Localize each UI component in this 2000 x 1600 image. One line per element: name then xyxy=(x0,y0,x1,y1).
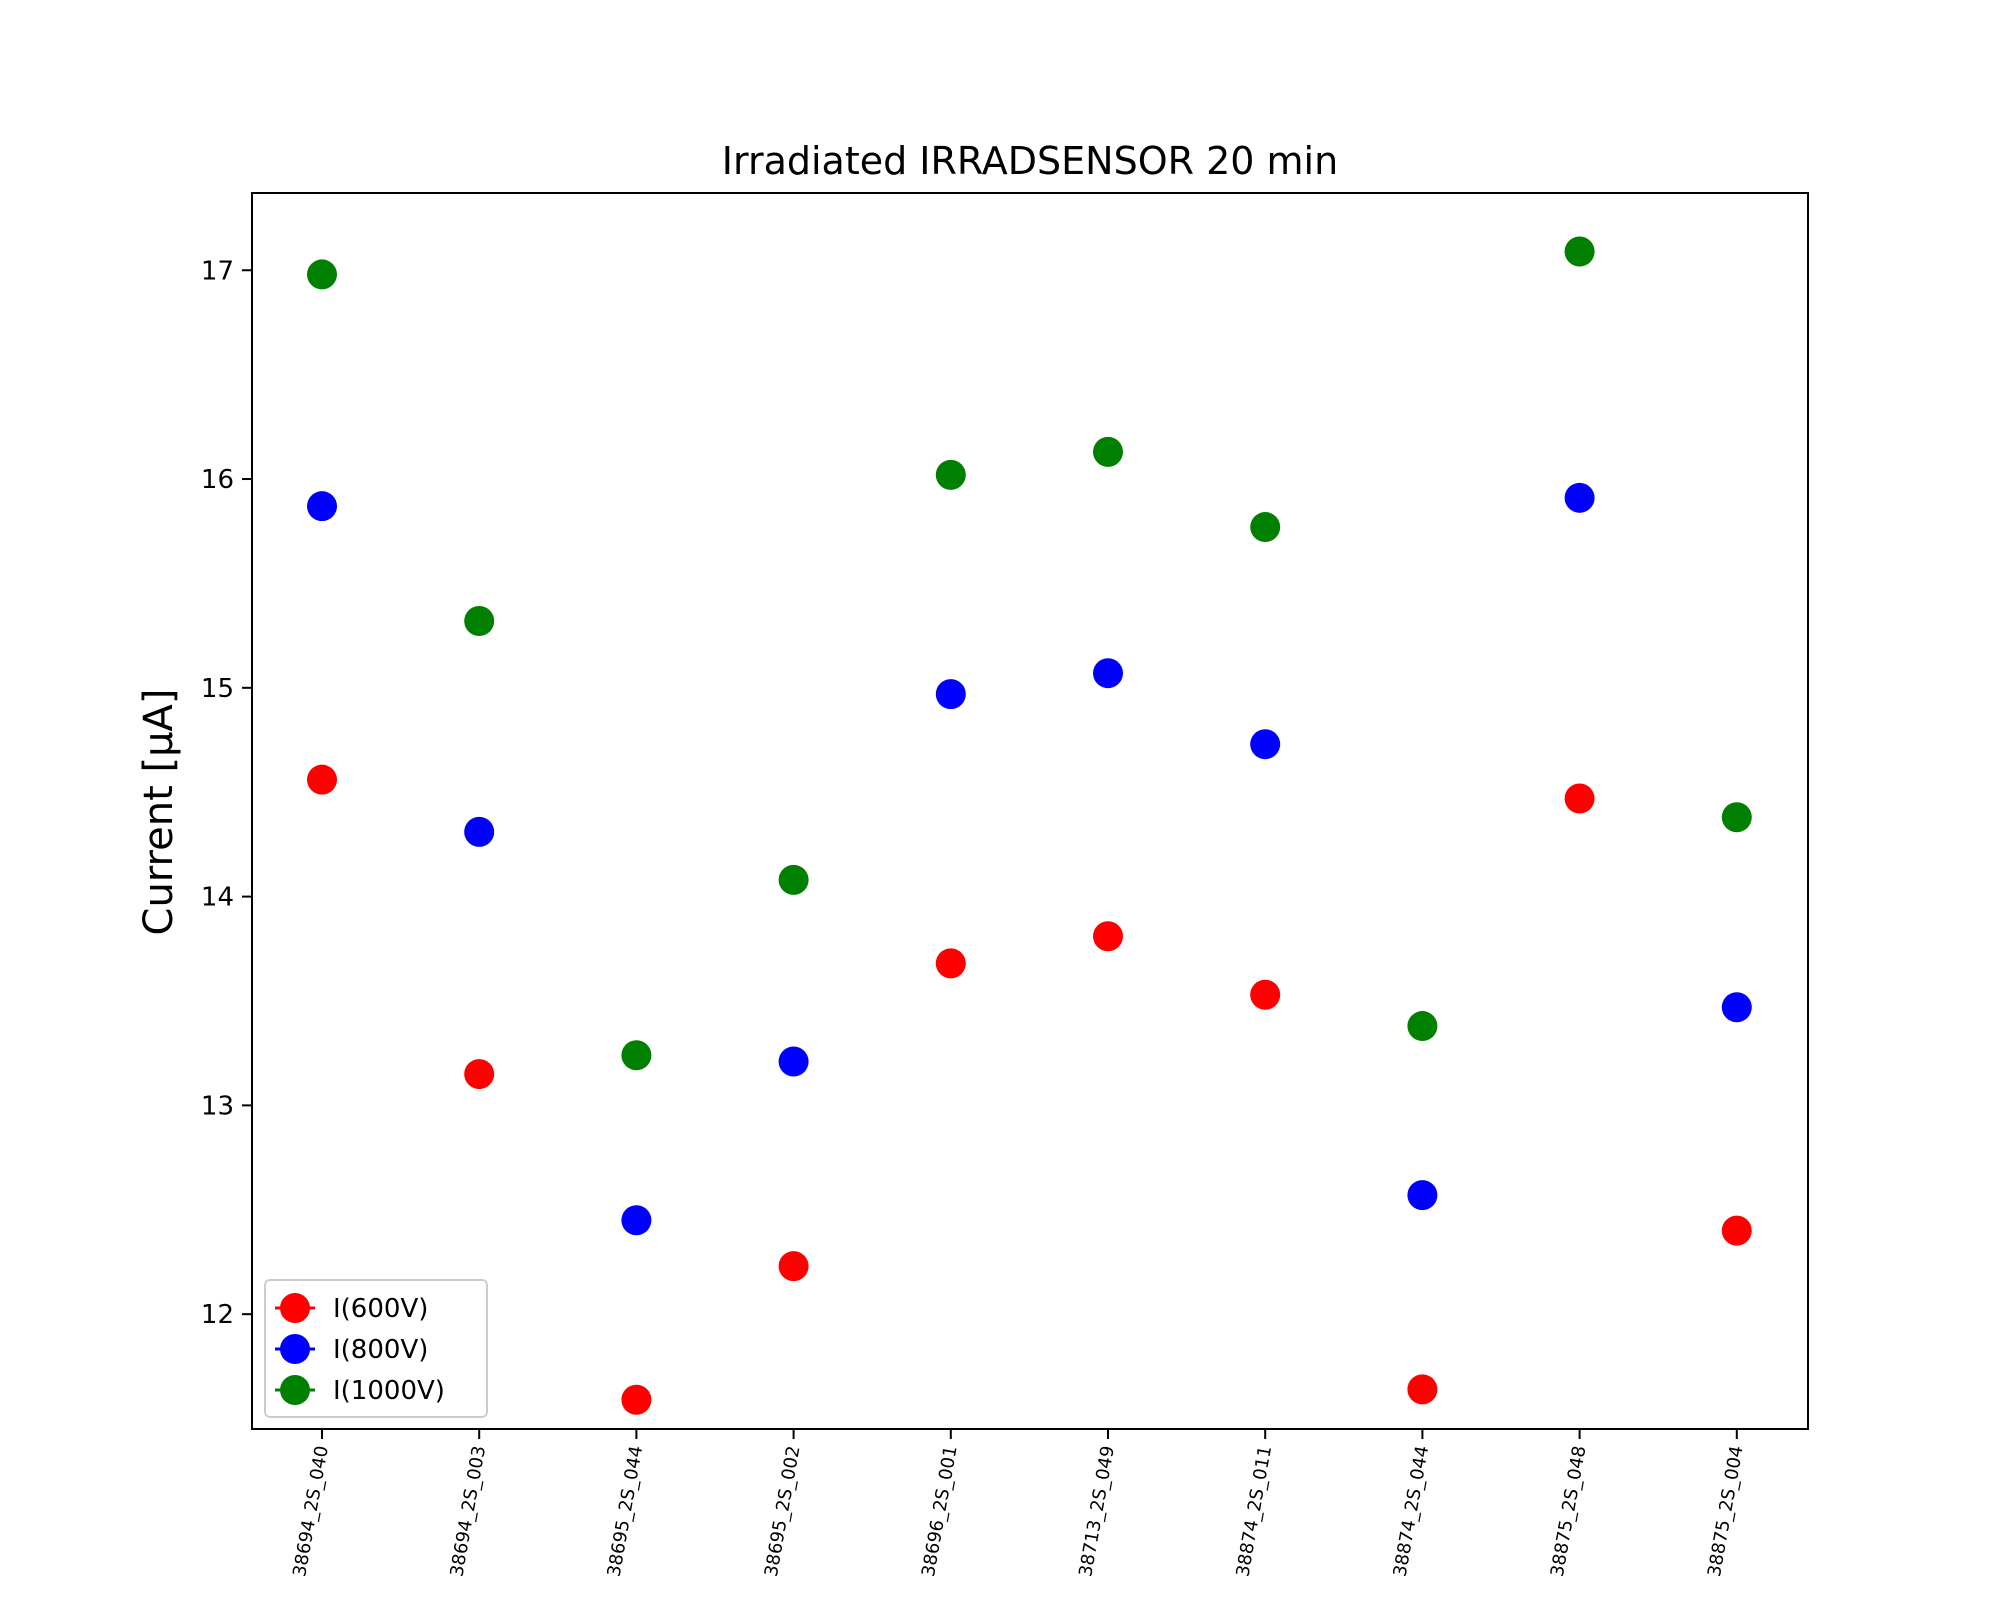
data-point-0-9 xyxy=(1721,1215,1752,1246)
data-point-2-9 xyxy=(1721,802,1752,833)
data-point-2-8 xyxy=(1564,236,1595,267)
data-point-2-5 xyxy=(1093,436,1123,467)
legend-label-2: I(1000V) xyxy=(333,1376,445,1406)
legend-marker-1 xyxy=(280,1334,310,1364)
data-point-0-2 xyxy=(621,1384,652,1415)
data-point-0-7 xyxy=(1407,1374,1438,1405)
data-point-2-4 xyxy=(935,459,966,490)
data-point-1-0 xyxy=(307,491,337,522)
data-point-0-5 xyxy=(1093,921,1123,952)
legend-marker-2 xyxy=(280,1375,310,1405)
data-point-1-1 xyxy=(464,816,495,847)
legend: I(600V) I(800V) I(1000V) xyxy=(264,1279,488,1418)
data-point-1-7 xyxy=(1407,1180,1438,1211)
legend-marker-0 xyxy=(280,1293,310,1323)
data-point-1-9 xyxy=(1721,992,1752,1023)
data-point-1-2 xyxy=(621,1205,652,1236)
legend-label-0: I(600V) xyxy=(333,1294,428,1324)
data-point-1-6 xyxy=(1250,729,1281,760)
y-tick-label: 17 xyxy=(201,256,234,286)
legend-frame xyxy=(264,1279,488,1418)
y-axis-label: Current [μA] xyxy=(136,689,182,936)
data-point-0-8 xyxy=(1564,783,1595,814)
data-point-1-8 xyxy=(1564,482,1595,513)
data-point-0-3 xyxy=(778,1251,809,1282)
y-tick-label: 12 xyxy=(201,1300,234,1330)
y-tick-label: 14 xyxy=(201,883,234,913)
data-point-1-4 xyxy=(935,679,966,710)
data-point-2-2 xyxy=(621,1040,652,1071)
data-point-2-6 xyxy=(1250,512,1281,543)
data-point-0-0 xyxy=(307,764,337,795)
data-point-0-4 xyxy=(935,948,966,979)
chart-title: Irradiated IRRADSENSOR 20 min xyxy=(722,139,1338,183)
data-points xyxy=(307,236,1752,1415)
y-tick-label: 15 xyxy=(201,674,234,704)
data-point-0-6 xyxy=(1250,979,1281,1010)
data-point-0-1 xyxy=(464,1059,495,1090)
data-point-2-1 xyxy=(464,606,495,637)
data-point-2-3 xyxy=(778,864,809,895)
y-tick-label: 16 xyxy=(201,465,234,495)
data-point-1-3 xyxy=(778,1046,809,1077)
plot-frame xyxy=(251,192,1809,1430)
data-point-2-7 xyxy=(1407,1011,1438,1042)
data-point-1-5 xyxy=(1093,658,1123,689)
legend-label-1: I(800V) xyxy=(333,1335,428,1365)
y-tick-label: 13 xyxy=(201,1091,234,1121)
data-point-2-0 xyxy=(307,259,337,290)
